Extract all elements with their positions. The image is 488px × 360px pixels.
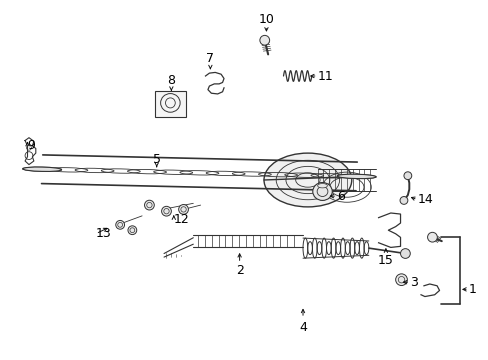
Ellipse shape: [116, 220, 124, 229]
Ellipse shape: [128, 226, 137, 235]
Ellipse shape: [161, 206, 171, 216]
Ellipse shape: [264, 153, 351, 207]
Ellipse shape: [178, 204, 188, 214]
Ellipse shape: [399, 197, 407, 204]
Text: 14: 14: [417, 193, 432, 206]
Text: 4: 4: [299, 320, 306, 334]
Ellipse shape: [259, 35, 269, 45]
Text: 13: 13: [96, 227, 111, 240]
Ellipse shape: [312, 183, 331, 201]
Text: 1: 1: [468, 283, 476, 296]
FancyBboxPatch shape: [155, 91, 185, 117]
Text: 15: 15: [377, 253, 393, 266]
Text: 2: 2: [235, 264, 243, 277]
Text: 8: 8: [167, 74, 175, 87]
Ellipse shape: [336, 174, 375, 179]
Ellipse shape: [427, 232, 436, 242]
Ellipse shape: [403, 172, 411, 180]
Ellipse shape: [22, 167, 61, 171]
Ellipse shape: [144, 200, 154, 210]
Text: 3: 3: [409, 276, 417, 289]
Text: 5: 5: [152, 153, 161, 166]
Text: 10: 10: [258, 13, 274, 26]
Text: 9: 9: [27, 139, 35, 152]
Text: 6: 6: [336, 190, 345, 203]
Text: 12: 12: [173, 213, 189, 226]
Text: 11: 11: [317, 69, 333, 82]
Ellipse shape: [395, 274, 407, 285]
Ellipse shape: [317, 184, 327, 188]
Text: 7: 7: [206, 52, 214, 65]
Ellipse shape: [400, 249, 409, 258]
